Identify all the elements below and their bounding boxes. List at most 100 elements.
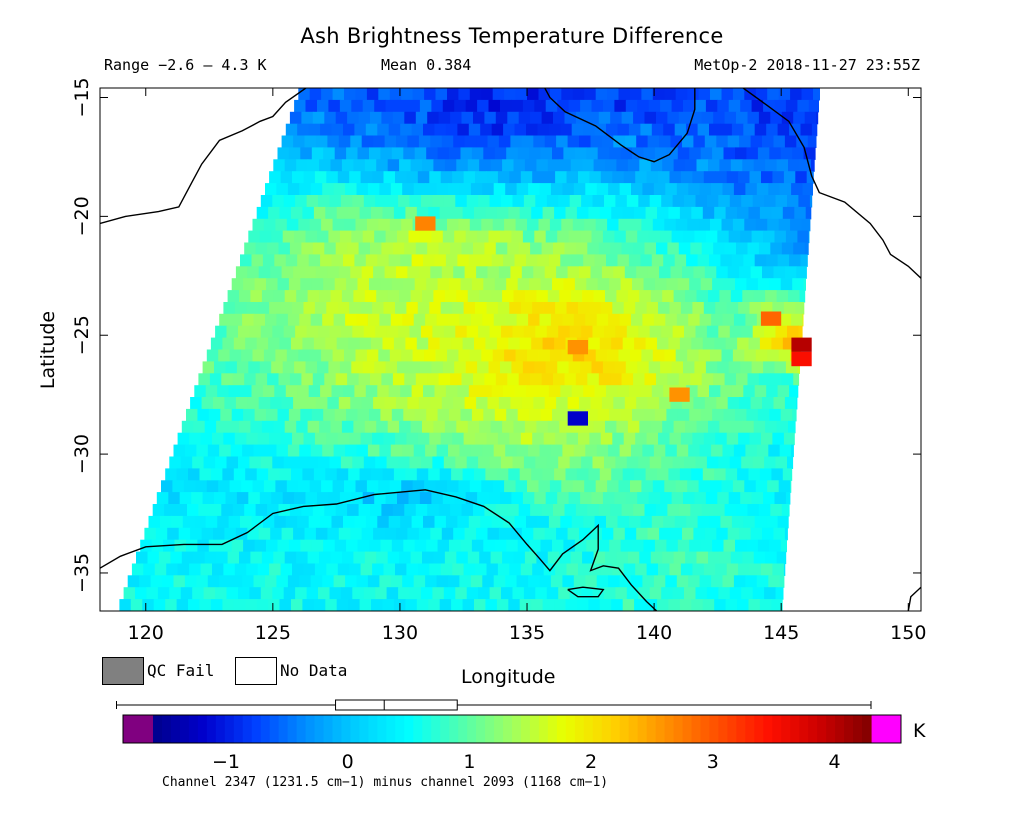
- swath-pixel: [199, 599, 212, 611]
- swath-pixel: [742, 420, 755, 434]
- swath-pixel: [351, 99, 364, 113]
- swath-pixel: [389, 218, 402, 232]
- swath-pixel: [756, 575, 769, 588]
- swath-pixel: [549, 88, 562, 101]
- swath-pixel: [270, 266, 283, 279]
- swath-pixel: [426, 147, 439, 160]
- swath-pixel: [444, 551, 457, 565]
- swath-pixel: [168, 492, 181, 505]
- hotspot-pixel: [567, 340, 588, 355]
- swath-pixel: [193, 551, 206, 565]
- swath-pixel: [227, 420, 240, 434]
- swath-pixel: [330, 159, 343, 172]
- swath-pixel: [531, 206, 544, 220]
- swath-pixel: [571, 515, 584, 529]
- swath-pixel: [396, 397, 408, 410]
- swath-pixel: [487, 527, 500, 541]
- swath-pixel: [241, 480, 254, 493]
- swath-pixel: [388, 385, 401, 398]
- swath-pixel: [397, 492, 409, 505]
- swath-pixel: [750, 397, 763, 410]
- swath-pixel: [649, 325, 662, 339]
- swath-pixel: [395, 171, 407, 184]
- swath-pixel: [379, 575, 392, 588]
- swath-pixel: [684, 587, 696, 600]
- swath-pixel: [183, 480, 196, 493]
- swath-pixel: [769, 278, 782, 291]
- swath-pixel: [506, 539, 519, 553]
- swath-pixel: [327, 135, 340, 148]
- swath-pixel: [723, 278, 736, 291]
- swath-pixel: [225, 492, 238, 505]
- swath-pixel: [303, 432, 316, 446]
- swath-pixel: [742, 290, 755, 303]
- swath-pixel: [480, 515, 493, 529]
- swath-pixel: [743, 254, 756, 267]
- colorbar-segment: [862, 715, 872, 743]
- swath-pixel: [547, 420, 560, 434]
- swath-pixel: [417, 432, 430, 446]
- swath-pixel: [470, 313, 483, 327]
- swath-pixel: [367, 575, 380, 588]
- swath-pixel: [580, 230, 593, 244]
- swath-pixel: [616, 420, 629, 434]
- swath-pixel: [174, 539, 187, 553]
- swath-pixel: [315, 266, 328, 279]
- colorbar-segment: [386, 715, 396, 743]
- swath-pixel: [344, 218, 356, 232]
- swath-pixel: [305, 230, 318, 244]
- swath-pixel: [389, 349, 402, 362]
- swath-pixel: [698, 349, 711, 362]
- swath-pixel: [497, 563, 510, 576]
- swath-pixel: [268, 206, 281, 220]
- swath-pixel: [210, 337, 223, 351]
- swath-pixel: [683, 361, 695, 374]
- swath-pixel: [659, 266, 672, 279]
- swath-pixel: [478, 325, 491, 339]
- swath-pixel: [501, 195, 513, 208]
- swath-pixel: [717, 492, 730, 505]
- swath-pixel: [216, 420, 229, 434]
- swath-pixel: [648, 361, 661, 374]
- swath-pixel: [611, 468, 624, 481]
- colorbar-segment: [718, 715, 728, 743]
- swath-pixel: [506, 147, 519, 160]
- swath-pixel: [744, 480, 757, 493]
- swath-pixel: [354, 254, 367, 267]
- swath-pixel: [672, 195, 685, 208]
- swath-pixel: [367, 313, 380, 327]
- swath-pixel: [624, 266, 637, 279]
- swath-pixel: [406, 563, 419, 576]
- swath-pixel: [324, 111, 337, 125]
- swath-pixel: [483, 408, 496, 422]
- swath-pixel: [718, 456, 731, 469]
- swath-pixel: [758, 111, 771, 125]
- swath-pixel: [512, 456, 525, 469]
- swath-pixel: [262, 254, 275, 267]
- swath-pixel: [160, 515, 172, 529]
- swath-pixel: [581, 456, 594, 469]
- colorbar-segment: [601, 715, 612, 743]
- swath-pixel: [377, 123, 390, 137]
- swath-pixel: [502, 551, 515, 565]
- swath-pixel: [584, 88, 597, 101]
- swath-pixel: [668, 337, 681, 351]
- swath-pixel: [459, 313, 472, 327]
- swath-pixel: [287, 183, 300, 196]
- swath-pixel: [630, 480, 642, 493]
- swath-pixel: [591, 492, 604, 505]
- swath-pixel: [339, 361, 352, 374]
- swath-pixel: [217, 385, 230, 398]
- swath-pixel: [609, 278, 622, 291]
- swath-pixel: [410, 420, 423, 434]
- swath-pixel: [441, 266, 454, 279]
- swath-pixel: [443, 456, 456, 469]
- swath-pixel: [658, 563, 670, 576]
- swath-pixel: [756, 183, 769, 196]
- swath-pixel: [419, 99, 432, 113]
- swath-pixel: [459, 575, 472, 588]
- swath-pixel: [657, 599, 669, 611]
- x-tick-label: 125: [255, 622, 291, 644]
- x-tick-label: 130: [382, 622, 418, 644]
- swath-pixel: [523, 195, 536, 208]
